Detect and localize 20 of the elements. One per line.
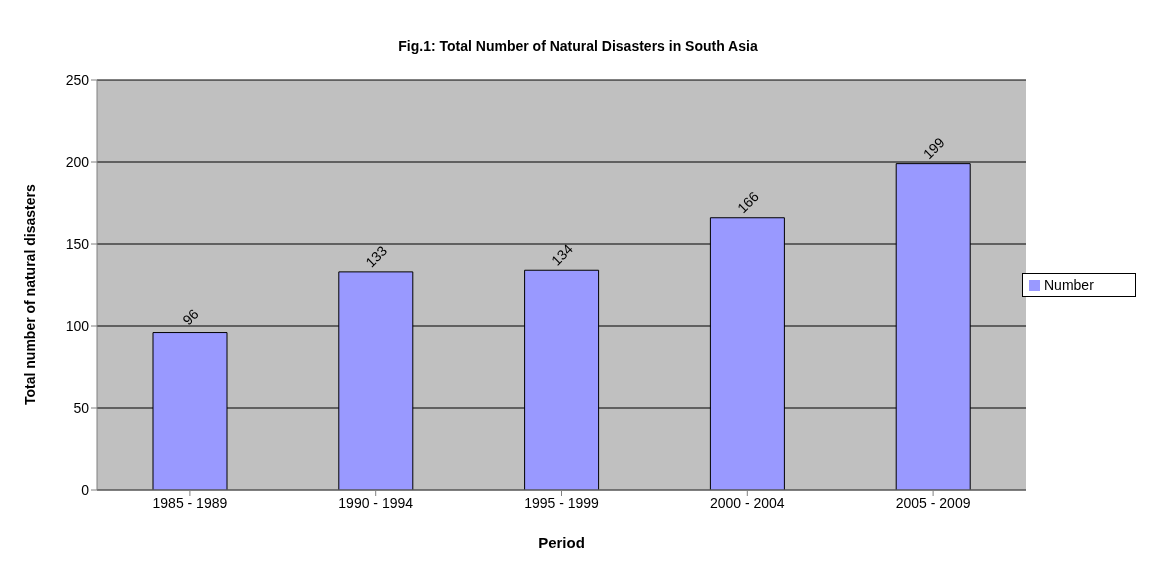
data-label: 134 [548, 240, 577, 269]
data-label: 96 [179, 305, 202, 329]
x-tick-label: 1995 - 1999 [524, 494, 600, 511]
x-tick-label: 2005 - 2009 [895, 494, 971, 511]
x-tick-label: 1990 - 1994 [338, 494, 414, 511]
y-tick-label: 200 [65, 153, 90, 170]
y-tick-label: 0 [81, 481, 90, 498]
y-axis-title: Total number of natural disasters [21, 184, 38, 405]
y-tick-label: 100 [65, 317, 90, 334]
x-tick-label: 2000 - 2004 [709, 494, 785, 511]
data-label: 166 [733, 188, 762, 217]
data-label: 133 [362, 242, 391, 271]
x-axis-title: Period [538, 534, 585, 551]
y-tick-label: 250 [65, 71, 90, 88]
y-tick-label: 150 [65, 235, 90, 252]
data-label: 199 [919, 134, 948, 163]
chart-title: Fig.1: Total Number of Natural Disasters in South Asia [397, 38, 759, 54]
y-tick-label: 50 [73, 399, 90, 416]
x-tick-label: 1985 - 1989 [152, 494, 228, 511]
legend-label: Number [1044, 277, 1094, 293]
